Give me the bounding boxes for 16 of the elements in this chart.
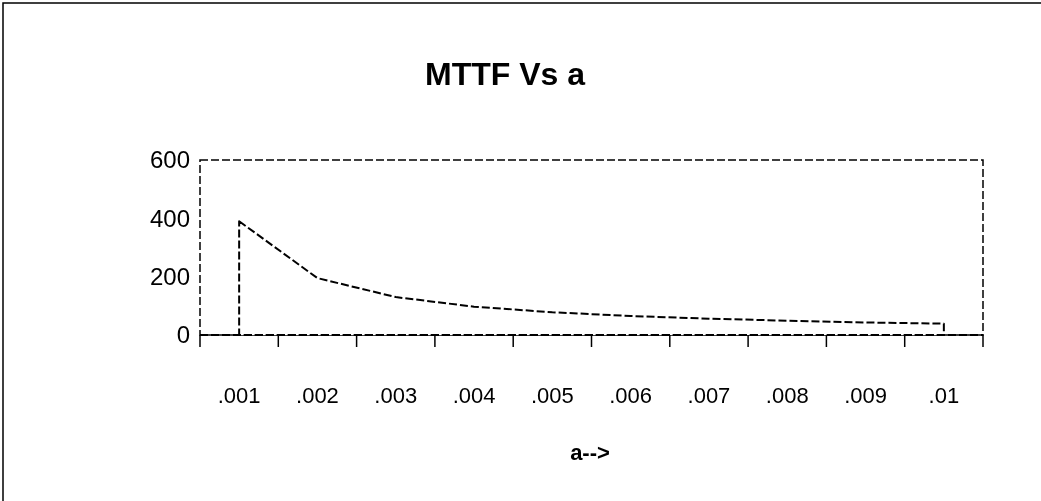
y-tick-label: 400	[149, 204, 190, 232]
x-tick-label: .007	[687, 382, 731, 408]
x-tick-label: .004	[452, 382, 496, 408]
x-tick-label: .001	[217, 382, 261, 408]
x-tick-label: .002	[296, 382, 339, 408]
x-axis-title: a-->	[570, 440, 610, 465]
y-tick-label: 200	[149, 263, 190, 291]
x-tick-label: .008	[765, 382, 809, 408]
x-tick-label: .005	[530, 382, 574, 408]
y-tick-label: 0	[176, 321, 190, 349]
x-tick-label: .009	[844, 382, 887, 408]
x-tick-label: .003	[374, 382, 418, 408]
y-tick-label: 600	[149, 146, 190, 174]
x-tick-label: .01	[928, 382, 960, 408]
x-tick-label: .006	[609, 382, 653, 408]
chart-title: MTTF Vs a	[424, 56, 586, 92]
